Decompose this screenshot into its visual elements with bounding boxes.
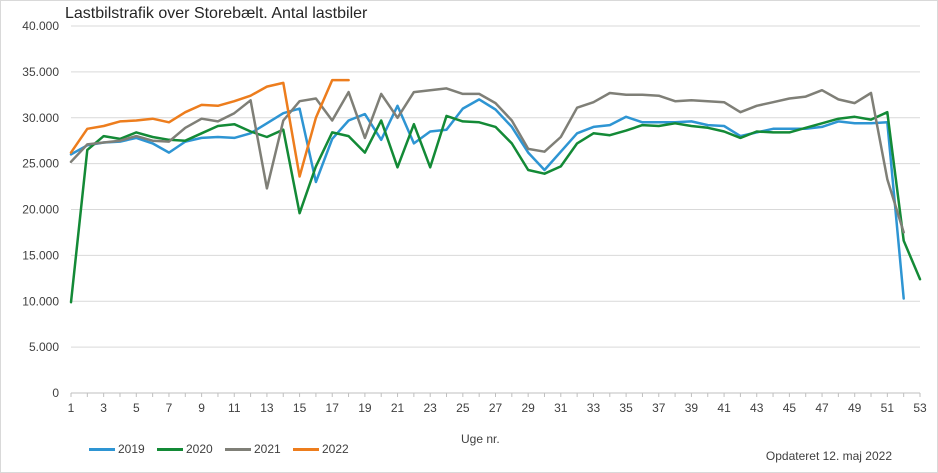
x-tick-label: 41 bbox=[717, 401, 731, 415]
x-tick-label: 47 bbox=[815, 401, 829, 415]
x-tick-label: 27 bbox=[489, 401, 503, 415]
x-tick-label: 21 bbox=[391, 401, 405, 415]
x-tick-label: 17 bbox=[326, 401, 340, 415]
legend-swatch bbox=[89, 447, 115, 451]
x-tick-label: 11 bbox=[228, 401, 241, 415]
x-tick-label: 3 bbox=[100, 401, 107, 415]
legend-swatch bbox=[225, 447, 251, 451]
x-axis-label: Uge nr. bbox=[461, 432, 500, 446]
x-tick-label: 5 bbox=[133, 401, 140, 415]
x-tick-label: 33 bbox=[587, 401, 601, 415]
y-tick-label: 20.000 bbox=[22, 203, 59, 217]
legend-label: 2019 bbox=[118, 442, 145, 456]
y-tick-label: 5.000 bbox=[29, 340, 59, 354]
x-tick-label: 51 bbox=[881, 401, 895, 415]
x-tick-label: 37 bbox=[652, 401, 666, 415]
x-tick-label: 29 bbox=[521, 401, 535, 415]
gridlines bbox=[71, 25, 920, 394]
series-line-2020 bbox=[69, 110, 922, 304]
legend-item-2021: 2021 bbox=[225, 442, 293, 456]
y-tick-label: 0 bbox=[52, 386, 59, 400]
x-tick-label: 35 bbox=[619, 401, 633, 415]
x-axis: 1 3 5 7 9 11 13 15 17 19 21 23 25 27 29 31 33 35 37 39 41 43 4… bbox=[68, 393, 927, 415]
series-line-2021 bbox=[69, 87, 905, 234]
legend: 2019 2020 2021 2022 bbox=[89, 442, 361, 456]
x-tick-label: 7 bbox=[166, 401, 173, 415]
y-axis: 0 5.000 10.000 15.000 20.000 25.000 30.000 35.0… bbox=[22, 19, 59, 400]
series-line-2019 bbox=[69, 98, 905, 300]
updated-note: Opdateret 12. maj 2022 bbox=[765, 449, 892, 463]
chart-title: Lastbilstrafik over Storebælt. Antal las… bbox=[65, 5, 368, 22]
y-tick-label: 40.000 bbox=[22, 19, 59, 33]
legend-label: 2020 bbox=[186, 442, 213, 456]
x-tick-label: 53 bbox=[913, 401, 927, 415]
legend-item-2020: 2020 bbox=[157, 442, 225, 456]
x-tick-label: 39 bbox=[685, 401, 699, 415]
y-tick-label: 15.000 bbox=[22, 248, 59, 262]
legend-item-2022: 2022 bbox=[293, 442, 361, 456]
x-tick-label: 1 bbox=[68, 401, 75, 415]
series-lines bbox=[69, 78, 922, 304]
x-tick-label: 23 bbox=[424, 401, 438, 415]
x-tick-label: 13 bbox=[260, 401, 274, 415]
y-tick-label: 25.000 bbox=[22, 157, 59, 171]
legend-swatch bbox=[157, 447, 183, 451]
legend-swatch bbox=[293, 447, 319, 451]
y-tick-label: 35.000 bbox=[22, 65, 59, 79]
x-tick-label: 31 bbox=[554, 401, 568, 415]
x-tick-label: 9 bbox=[198, 401, 205, 415]
legend-label: 2021 bbox=[254, 442, 281, 456]
legend-label: 2022 bbox=[322, 442, 349, 456]
x-tick-label: 49 bbox=[848, 401, 862, 415]
y-tick-label: 10.000 bbox=[22, 294, 59, 308]
series-line-2022 bbox=[69, 78, 350, 178]
y-tick-label: 30.000 bbox=[22, 111, 59, 125]
x-tick-label: 45 bbox=[783, 401, 797, 415]
x-tick-label: 19 bbox=[358, 401, 372, 415]
x-tick-label: 25 bbox=[456, 401, 470, 415]
legend-item-2019: 2019 bbox=[89, 442, 157, 456]
x-tick-label: 43 bbox=[750, 401, 764, 415]
x-tick-label: 15 bbox=[293, 401, 307, 415]
